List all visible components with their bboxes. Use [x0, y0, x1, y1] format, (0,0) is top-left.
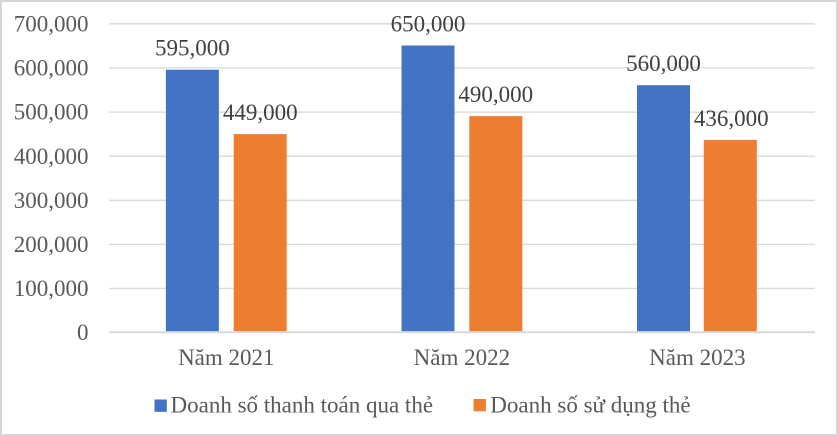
svg-text:700,000: 700,000 — [14, 11, 89, 36]
svg-text:200,000: 200,000 — [14, 232, 89, 257]
svg-text:595,000: 595,000 — [155, 36, 230, 61]
svg-text:400,000: 400,000 — [14, 144, 89, 169]
svg-text:449,000: 449,000 — [223, 100, 298, 125]
svg-text:Năm 2023: Năm 2023 — [649, 345, 745, 370]
svg-text:600,000: 600,000 — [14, 56, 89, 81]
svg-text:490,000: 490,000 — [458, 82, 533, 107]
svg-text:500,000: 500,000 — [14, 100, 89, 125]
svg-text:436,000: 436,000 — [694, 106, 769, 131]
svg-text:Doanh số sử dụng thẻ: Doanh số sử dụng thẻ — [490, 393, 690, 418]
svg-text:650,000: 650,000 — [391, 12, 466, 37]
svg-text:Năm 2021: Năm 2021 — [178, 345, 274, 370]
svg-text:Năm 2022: Năm 2022 — [414, 345, 510, 370]
svg-text:Doanh số thanh toán qua thẻ: Doanh số thanh toán qua thẻ — [171, 393, 434, 418]
svg-text:560,000: 560,000 — [626, 51, 701, 76]
svg-text:0: 0 — [77, 320, 89, 345]
svg-text:100,000: 100,000 — [14, 276, 89, 301]
svg-text:300,000: 300,000 — [14, 188, 89, 213]
